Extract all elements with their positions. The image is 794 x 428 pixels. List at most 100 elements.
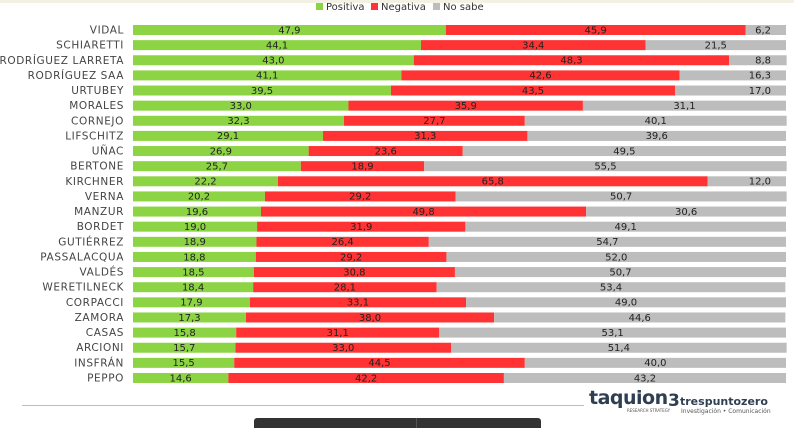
bar-no-sabe-gutierrez [428, 236, 786, 247]
bar-negativa-manzur [260, 206, 587, 217]
value-label-negativa-arcioni: 33,0 [332, 343, 354, 354]
bar-no-sabe-casas [439, 327, 786, 338]
bar-no-sabe-bordet [465, 221, 786, 232]
bar-positiva-arcioni [133, 342, 236, 353]
bar-negativa-corpacci [249, 297, 467, 308]
value-label-negativa-gutierrez: 26,4 [331, 237, 353, 248]
value-label-no-sabe-vidal: 6,2 [755, 25, 771, 36]
value-label-positiva-kirchner: 22,2 [194, 177, 216, 188]
bar-negativa-morales [348, 100, 583, 111]
bar-no-sabe-lifschitz [527, 130, 786, 141]
value-label-no-sabe-lifschitz: 39,6 [646, 131, 668, 142]
value-label-negativa-bordet: 31,9 [350, 222, 372, 233]
bar-no-sabe-manzur [586, 206, 786, 217]
bar-positiva-zamora [133, 312, 246, 323]
legend-label-negativa: Negativa [381, 2, 426, 13]
bar-no-sabe-verna [455, 191, 787, 202]
bar-no-sabe-schiaretti [645, 40, 786, 51]
value-label-positiva-unac: 26,9 [210, 146, 232, 157]
value-label-negativa-schiaretti: 34,4 [522, 40, 544, 51]
bar-positiva-valdes [133, 267, 254, 278]
bottom-toolbar [254, 418, 541, 428]
bar-positiva-morales [133, 100, 349, 111]
value-label-no-sabe-corpacci: 49,0 [615, 298, 637, 309]
category-label-verna: VERNA [85, 191, 124, 203]
bar-negativa-weretilneck [253, 282, 437, 293]
bar-no-sabe-weretilneck [436, 282, 786, 293]
value-label-positiva-bordet: 19,0 [184, 222, 206, 233]
bar-negativa-peppo [228, 372, 504, 383]
bar-negativa-arcioni [235, 342, 452, 353]
bar-no-sabe-urtubey [674, 85, 786, 96]
bar-negativa-lifschitz [323, 130, 528, 141]
category-label-rodriguez-saa: RODRÍGUEZ SAA [28, 69, 125, 82]
category-label-manzur: MANZUR [74, 206, 124, 218]
legend-label-positiva: Positiva [326, 2, 365, 13]
bar-negativa-gutierrez [256, 236, 429, 247]
value-label-positiva-urtubey: 39,5 [251, 86, 273, 97]
bar-positiva-manzur [133, 206, 261, 217]
bar-no-sabe-rodriguez-larreta [729, 55, 787, 66]
value-label-positiva-vidal: 47,9 [278, 25, 300, 36]
value-label-negativa-weretilneck: 28,1 [334, 283, 356, 294]
bar-negativa-zamora [245, 312, 495, 323]
bar-no-sabe-vidal [745, 25, 786, 35]
value-label-no-sabe-passalacqua: 52,0 [605, 252, 627, 263]
value-label-no-sabe-rodriguez-saa: 16,3 [749, 71, 771, 82]
legend-label-no-sabe: No sabe [443, 2, 484, 13]
category-label-casas: CASAS [86, 327, 124, 339]
legend-swatch-no-sabe [433, 3, 440, 10]
bar-positiva-insfran [133, 357, 235, 368]
bar-positiva-urtubey [133, 85, 391, 96]
taquion-logo-subtitle: RESEARCH STRATEGY [627, 408, 671, 413]
category-label-morales: MORALES [69, 100, 124, 112]
value-label-negativa-casas: 31,1 [327, 328, 349, 339]
bar-positiva-gutierrez [133, 236, 257, 247]
legend-item-negativa: Negativa [371, 1, 426, 15]
value-label-negativa-morales: 35,9 [455, 101, 477, 112]
value-label-positiva-rodriguez-larreta: 43,0 [262, 56, 284, 67]
value-label-negativa-rodriguez-saa: 42,6 [529, 71, 551, 82]
trespuntozero-logo-text: trespuntozero [680, 395, 768, 408]
value-label-positiva-verna: 20,2 [188, 192, 210, 203]
bar-positiva-bordet [133, 221, 258, 232]
category-label-schiaretti: SCHIARETTI [56, 40, 124, 52]
chart-legend: Positiva Negativa No sabe [0, 1, 794, 15]
category-label-zamora: ZAMORA [75, 312, 125, 324]
bar-positiva-kirchner [133, 176, 278, 187]
category-label-arcioni: ARCIONI [76, 342, 124, 354]
value-label-negativa-rodriguez-larreta: 48,3 [560, 56, 582, 67]
trespuntozero-logo: 3 trespuntozero Investigación • Comunica… [668, 392, 778, 416]
value-label-no-sabe-weretilneck: 53,4 [600, 283, 622, 294]
bar-negativa-rodriguez-saa [401, 70, 680, 81]
value-label-negativa-valdes: 30,8 [343, 267, 365, 278]
category-label-gutierrez: GUTIÉRREZ [58, 235, 124, 248]
bar-no-sabe-morales [582, 100, 786, 111]
bar-positiva-cornejo [133, 115, 344, 126]
category-label-passalacqua: PASSALACQUA [40, 251, 124, 263]
taquion-logo: taquion RESEARCH STRATEGY [589, 387, 671, 416]
legend-swatch-negativa [371, 3, 378, 10]
bar-positiva-schiaretti [133, 40, 421, 51]
bar-no-sabe-insfran [524, 357, 786, 368]
category-label-peppo: PEPPO [87, 372, 124, 384]
bottom-toolbar-divider [416, 418, 417, 428]
legend-swatch-positiva [316, 3, 323, 10]
value-label-positiva-bertone: 25,7 [206, 161, 228, 172]
value-label-positiva-lifschitz: 29,1 [217, 131, 239, 142]
value-label-no-sabe-zamora: 44,6 [629, 313, 651, 324]
taquion-logo-text: taquion [589, 387, 668, 409]
top-strip [0, 0, 794, 3]
value-label-negativa-urtubey: 43,5 [522, 86, 544, 97]
bar-negativa-unac [308, 146, 463, 157]
value-label-no-sabe-casas: 53,1 [601, 328, 623, 339]
value-label-no-sabe-manzur: 30,6 [675, 207, 697, 218]
value-label-no-sabe-rodriguez-larreta: 8,8 [755, 56, 771, 67]
value-label-no-sabe-peppo: 43,2 [634, 373, 656, 384]
bar-positiva-peppo [133, 372, 229, 383]
category-label-corpacci: CORPACCI [66, 297, 124, 309]
value-label-no-sabe-verna: 50,7 [610, 192, 632, 203]
bar-positiva-verna [133, 191, 265, 202]
value-label-positiva-corpacci: 17,9 [180, 298, 202, 309]
value-label-negativa-peppo: 42,2 [355, 373, 377, 384]
